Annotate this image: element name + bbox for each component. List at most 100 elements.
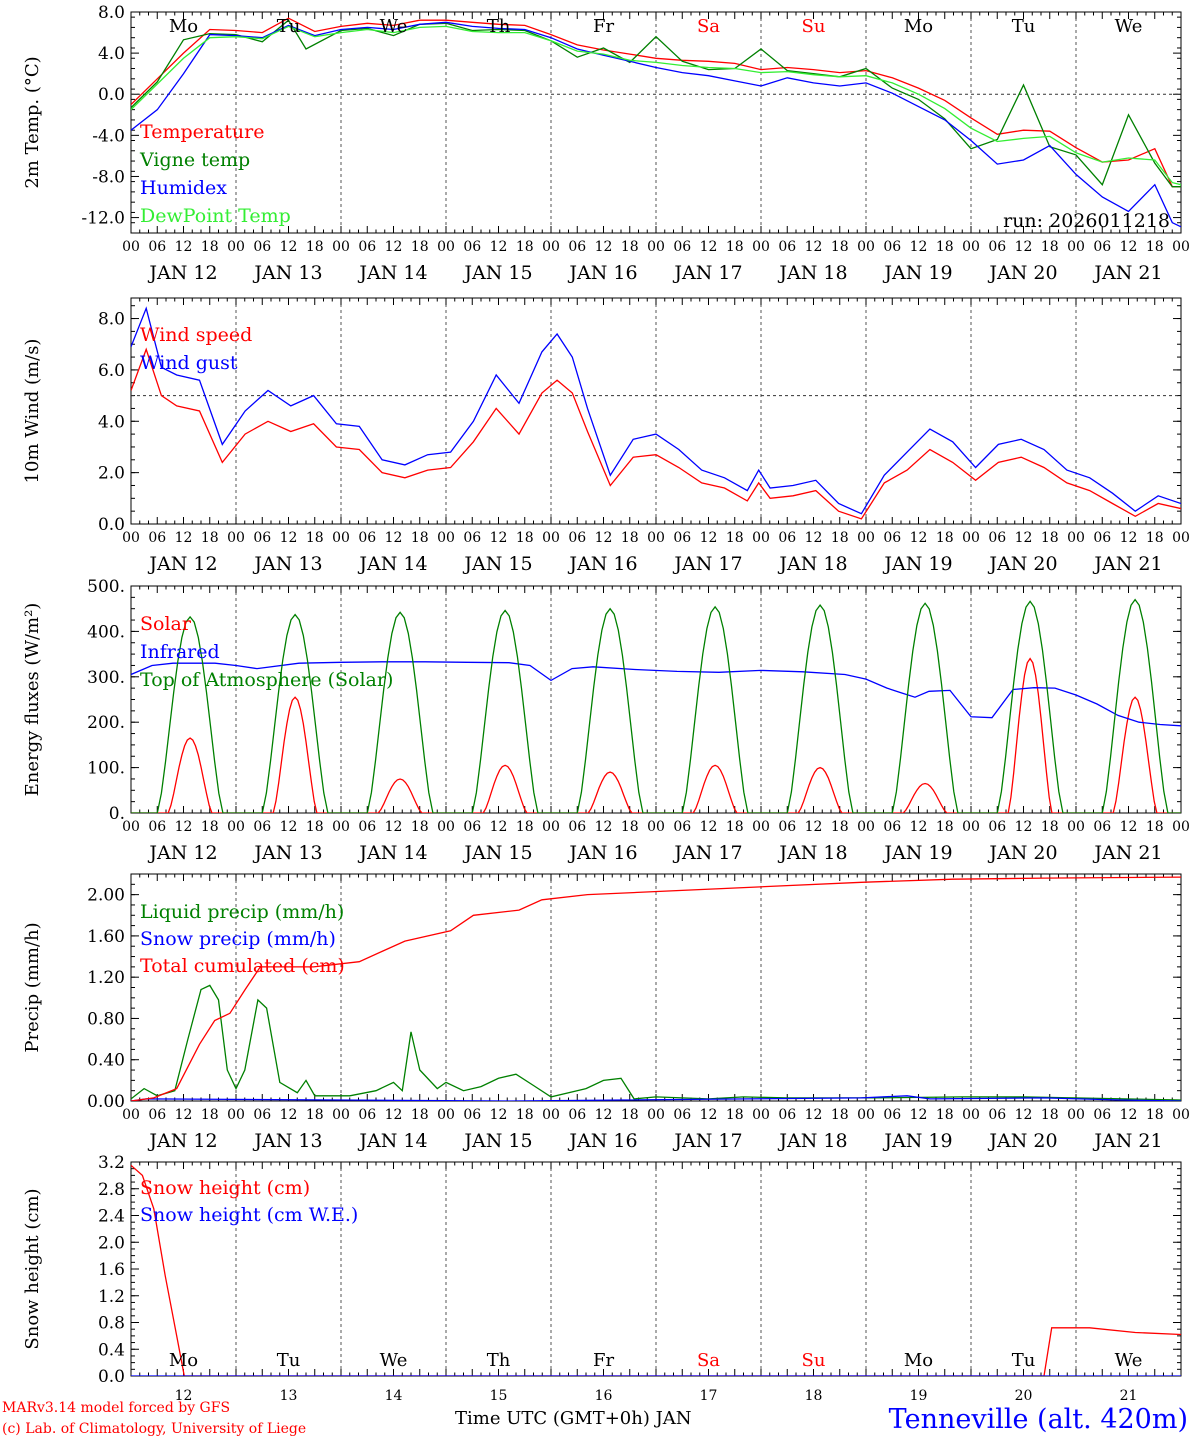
hour-label: 00: [437, 239, 455, 255]
y-axis-label: Snow height (cm): [22, 1188, 43, 1349]
hour-label: 00: [752, 819, 770, 835]
date-label: JAN 20: [987, 262, 1057, 284]
legend-entry: Humidex: [140, 177, 227, 199]
date-label: JAN 13: [252, 262, 322, 284]
day-name-label: Su: [802, 1350, 826, 1371]
hour-label: 00: [647, 819, 665, 835]
day-name-label: Mo: [904, 1350, 933, 1371]
hour-label: 06: [883, 819, 901, 835]
y-tick-label: 0.8: [98, 1314, 125, 1334]
hour-label: 00: [437, 819, 455, 835]
hour-label: 18: [306, 1107, 324, 1123]
date-label: JAN 18: [777, 842, 847, 864]
hour-label: 06: [253, 239, 271, 255]
day-name-label: We: [1115, 16, 1143, 37]
hour-label: 18: [621, 239, 639, 255]
y-tick-label: 100.: [87, 759, 125, 779]
series-group: [131, 306, 1181, 520]
hour-label: 12: [805, 1107, 823, 1123]
series-humidex: [131, 21, 1181, 228]
hour-label: 00: [857, 239, 875, 255]
hour-label: 00: [647, 239, 665, 255]
hour-label: 18: [1041, 819, 1059, 835]
hour-label: 06: [463, 239, 481, 255]
hour-label: 18: [1146, 1107, 1164, 1123]
date-label: JAN 14: [357, 553, 427, 575]
hour-label: 00: [647, 530, 665, 546]
hour-label: 12: [490, 819, 508, 835]
y-tick-label: 1.60: [87, 927, 125, 947]
hour-label: 06: [778, 239, 796, 255]
date-label: JAN 21: [1092, 842, 1162, 864]
hour-label: 12: [910, 1107, 928, 1123]
date-label: JAN 19: [882, 553, 952, 575]
hour-label: 12: [385, 239, 403, 255]
hour-label: 18: [831, 239, 849, 255]
y-tick-label: 500.: [87, 577, 125, 597]
y-axis-label: 10m Wind (m/s): [22, 339, 43, 484]
date-label: JAN 17: [672, 553, 742, 575]
hour-label: 12: [595, 239, 613, 255]
date-label: JAN 18: [777, 1130, 847, 1152]
date-label: JAN 16: [567, 1130, 637, 1152]
model-credit-line1: MARv3.14 model forced by GFS: [2, 1400, 230, 1416]
hour-label: 18: [411, 239, 429, 255]
hour-label: 18: [936, 819, 954, 835]
hour-label: 00: [227, 239, 245, 255]
series-wind-gust: [131, 306, 1181, 515]
hour-label: 00: [332, 239, 350, 255]
hour-label: 18: [621, 819, 639, 835]
hour-label: 18: [411, 819, 429, 835]
site-title: Tenneville (alt. 420m): [889, 1404, 1188, 1435]
hour-label: 18: [831, 530, 849, 546]
hour-label: 00: [1067, 1107, 1085, 1123]
hour-label: 06: [568, 819, 586, 835]
hour-label: 00: [1172, 530, 1190, 546]
hour-label: 00: [1172, 239, 1190, 255]
date-label: JAN 21: [1092, 553, 1162, 575]
y-tick-label: 0.4: [98, 1340, 125, 1360]
hour-label: 18: [726, 530, 744, 546]
y-axis-label: Precip (mm/h): [22, 922, 43, 1052]
day-name-label: We: [1115, 1350, 1143, 1371]
hour-label: 12: [175, 239, 193, 255]
hour-label: 06: [778, 530, 796, 546]
y-tick-label: 2.0: [98, 464, 125, 484]
series-dewpoint-temp: [131, 25, 1181, 186]
hour-label: 06: [358, 819, 376, 835]
hour-label: 06: [568, 239, 586, 255]
hour-label: 12: [490, 1107, 508, 1123]
date-label: JAN 14: [357, 1130, 427, 1152]
date-label: JAN 15: [462, 1130, 532, 1152]
hour-label: 12: [175, 1107, 193, 1123]
hour-label: 18: [306, 530, 324, 546]
hour-label: 06: [253, 1107, 271, 1123]
hour-label: 06: [1093, 1107, 1111, 1123]
hour-label: 12: [1120, 530, 1138, 546]
y-tick-label: 0.: [109, 804, 125, 824]
hour-label: 00: [122, 819, 140, 835]
hour-label: 12: [1015, 819, 1033, 835]
day-name-label: Mo: [904, 16, 933, 37]
hour-label: 18: [201, 239, 219, 255]
day-number-label: 20: [1015, 1388, 1033, 1404]
hour-label: 00: [857, 819, 875, 835]
hour-label: 12: [595, 530, 613, 546]
series-group: [131, 598, 1181, 813]
hour-label: 06: [148, 239, 166, 255]
hour-label: 06: [778, 1107, 796, 1123]
panel-wind: 8.0 6.0 4.0 2.0 0.0 10m Wind (m/s) Wind speed W…: [22, 297, 1190, 575]
date-label: JAN 18: [777, 553, 847, 575]
legend-entry: Snow height (cm): [140, 1177, 310, 1199]
day-name-label: Fr: [593, 1350, 614, 1371]
day-number-label: 16: [595, 1388, 613, 1404]
hour-label: 00: [647, 1107, 665, 1123]
y-axis-label: Energy fluxes (W/m²): [22, 603, 43, 797]
date-label: JAN 12: [147, 842, 217, 864]
hour-label: 12: [910, 239, 928, 255]
hour-label: 06: [673, 530, 691, 546]
run-label: run: 2026011218: [1003, 210, 1170, 232]
legend-entry: Vigne temp: [139, 149, 250, 171]
y-tick-label: 0.0: [98, 515, 125, 535]
date-label: JAN 12: [147, 262, 217, 284]
